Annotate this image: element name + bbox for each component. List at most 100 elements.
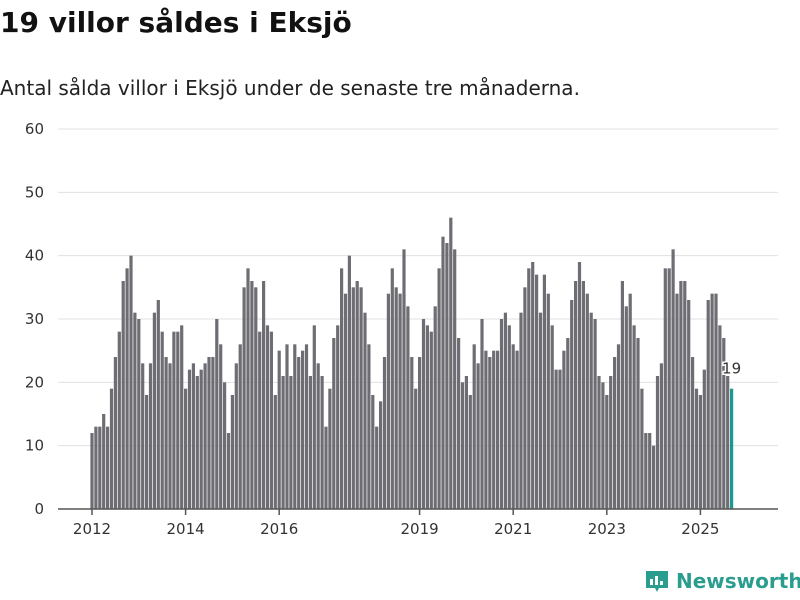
bar [554, 369, 558, 509]
bar [304, 344, 309, 509]
bar [176, 331, 180, 509]
bar [343, 293, 348, 509]
bar [632, 325, 636, 509]
bar [679, 281, 683, 509]
bar [449, 217, 453, 509]
bar [663, 268, 667, 509]
bar [363, 312, 367, 509]
bar [722, 338, 726, 509]
bar [230, 395, 234, 509]
bar [145, 395, 149, 509]
bar [581, 281, 585, 509]
bar [492, 350, 496, 509]
bar [457, 338, 461, 509]
bar [726, 376, 730, 509]
bar-chart: 0 10 20 30 40 50 60 2012 2014 2016 2019 2021 2023 202… [25, 120, 778, 538]
bar [706, 300, 710, 509]
bar [242, 287, 246, 509]
bar [277, 350, 281, 509]
bar [659, 363, 663, 509]
bar [714, 293, 718, 509]
bar [347, 255, 351, 509]
bar [519, 312, 523, 509]
bar [589, 312, 593, 509]
bar [129, 255, 133, 509]
bar [281, 376, 285, 509]
bar [375, 426, 379, 509]
bar [472, 344, 476, 509]
bar [386, 293, 390, 509]
bar [203, 363, 207, 509]
bar [418, 357, 422, 509]
chart-title: 19 villor såldes i Eksjö [0, 6, 352, 39]
bar [507, 325, 511, 509]
bar [613, 357, 617, 509]
bar [402, 249, 406, 510]
bar [133, 312, 137, 509]
bar [648, 433, 652, 509]
bar [94, 426, 98, 509]
bar [336, 325, 340, 509]
y-tick-label: 20 [25, 373, 44, 391]
bar [566, 338, 570, 509]
bar [246, 268, 250, 509]
bar [223, 382, 227, 509]
bar [187, 369, 192, 509]
bar [437, 268, 441, 509]
x-tick-label: 2025 [681, 520, 719, 538]
bar [511, 344, 515, 509]
bar [538, 312, 543, 509]
bar [191, 363, 195, 509]
bar [265, 325, 270, 509]
bar [316, 363, 320, 509]
x-tick-label: 2012 [73, 520, 111, 538]
bar [355, 281, 359, 509]
bar [515, 350, 519, 509]
bar [535, 274, 539, 509]
bar [453, 249, 457, 510]
bar [367, 344, 371, 509]
bar [410, 357, 414, 509]
bar [359, 287, 363, 509]
bar [406, 306, 410, 509]
bar [226, 433, 231, 509]
bar [211, 357, 215, 509]
bar [215, 319, 219, 509]
bar [671, 249, 675, 510]
bar [601, 382, 605, 509]
bar [574, 281, 578, 509]
bar [503, 312, 507, 509]
bar [687, 300, 691, 509]
bar [441, 236, 445, 509]
bar [652, 445, 656, 509]
bar [160, 331, 164, 509]
bar [550, 325, 554, 509]
bar [667, 268, 671, 509]
bar [324, 426, 328, 509]
x-tick-label: 2019 [401, 520, 439, 538]
bar [320, 376, 324, 509]
newsworthy-logo-icon [646, 571, 668, 592]
bar [636, 338, 640, 509]
bar [219, 344, 223, 509]
bar [675, 293, 679, 509]
bar [180, 325, 184, 509]
bar [250, 281, 254, 509]
bar [379, 401, 383, 509]
bar [644, 433, 648, 509]
bar [394, 287, 398, 509]
bar [628, 293, 632, 509]
bar [562, 350, 566, 509]
bar [297, 357, 301, 509]
bar [691, 357, 695, 509]
bar [480, 319, 484, 509]
bar [398, 293, 402, 509]
bar [289, 376, 293, 509]
bar [542, 274, 546, 509]
bar [152, 312, 156, 509]
bar [624, 306, 628, 509]
bar [468, 395, 472, 509]
bar [113, 357, 117, 509]
bar [421, 319, 426, 509]
bar [496, 350, 500, 509]
